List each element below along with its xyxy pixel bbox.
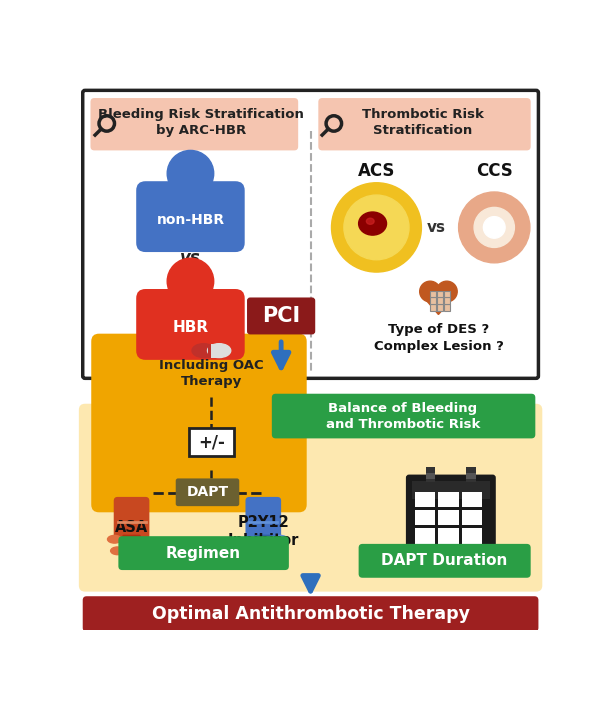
Text: ACS: ACS [358, 162, 395, 181]
FancyBboxPatch shape [136, 289, 245, 360]
Text: HBR: HBR [172, 320, 208, 335]
Bar [412, 481, 490, 499]
Ellipse shape [270, 547, 284, 554]
Bar [439, 491, 459, 507]
FancyBboxPatch shape [245, 497, 281, 542]
Text: Bleeding Risk Stratification
by ARC-HBR: Bleeding Risk Stratification by ARC-HBR [98, 108, 304, 137]
Text: DAPT Duration: DAPT Duration [381, 554, 508, 569]
FancyBboxPatch shape [83, 596, 538, 632]
Text: Regimen: Regimen [166, 546, 241, 561]
Circle shape [459, 192, 530, 263]
Text: vs: vs [427, 220, 445, 235]
FancyBboxPatch shape [189, 428, 234, 456]
Text: DAPT: DAPT [187, 485, 228, 499]
Circle shape [344, 195, 409, 260]
Ellipse shape [111, 547, 125, 554]
Text: P2Y12
Inhibitor: P2Y12 Inhibitor [228, 515, 299, 549]
Bar [415, 528, 435, 544]
Circle shape [436, 281, 457, 302]
Text: ASA: ASA [115, 520, 148, 535]
FancyBboxPatch shape [176, 479, 239, 506]
Text: vs: vs [180, 249, 201, 267]
Circle shape [331, 183, 421, 272]
Bar [426, 473, 435, 479]
FancyBboxPatch shape [247, 297, 315, 334]
Bar [439, 528, 459, 544]
Bar [462, 528, 482, 544]
Circle shape [420, 281, 441, 302]
FancyBboxPatch shape [83, 91, 538, 378]
Bar [467, 467, 476, 482]
FancyBboxPatch shape [254, 535, 273, 550]
Text: Including OAC
Therapy: Including OAC Therapy [159, 359, 264, 388]
FancyBboxPatch shape [114, 497, 149, 542]
Bar [467, 473, 476, 479]
Ellipse shape [207, 343, 231, 358]
Bar [444, 290, 450, 297]
FancyBboxPatch shape [90, 98, 298, 150]
Text: PCI: PCI [262, 306, 300, 326]
FancyBboxPatch shape [79, 404, 542, 592]
Ellipse shape [107, 535, 121, 543]
Circle shape [484, 217, 505, 238]
Bar [211, 343, 221, 358]
Bar [415, 510, 435, 525]
FancyBboxPatch shape [272, 394, 535, 438]
Text: CCS: CCS [476, 162, 513, 181]
Bar [444, 304, 450, 311]
Bar [437, 304, 443, 311]
Text: Thrombotic Risk
Stratification: Thrombotic Risk Stratification [362, 108, 484, 137]
FancyBboxPatch shape [122, 535, 141, 550]
Text: non-HBR: non-HBR [156, 212, 224, 227]
Bar [430, 304, 436, 311]
Bar [439, 510, 459, 525]
Text: Balance of Bleeding
and Thrombotic Risk: Balance of Bleeding and Thrombotic Risk [325, 401, 480, 430]
Bar [444, 297, 450, 304]
Bar [437, 290, 443, 297]
Text: Optimal Antithrombotic Therapy: Optimal Antithrombotic Therapy [152, 605, 470, 623]
FancyBboxPatch shape [359, 544, 531, 578]
Bar [426, 467, 435, 482]
Text: Type of DES ?
Complex Lesion ?: Type of DES ? Complex Lesion ? [373, 323, 504, 353]
Bar [415, 491, 435, 507]
Ellipse shape [192, 343, 215, 358]
FancyBboxPatch shape [92, 333, 307, 513]
Ellipse shape [359, 212, 387, 235]
FancyBboxPatch shape [118, 536, 289, 570]
Ellipse shape [367, 218, 374, 224]
FancyBboxPatch shape [136, 181, 245, 252]
Bar [430, 297, 436, 304]
Bar [207, 343, 215, 358]
Circle shape [474, 207, 514, 247]
Text: +/-: +/- [198, 433, 225, 451]
Polygon shape [421, 294, 456, 314]
Ellipse shape [273, 535, 287, 543]
Bar [430, 290, 436, 297]
Bar [462, 491, 482, 507]
Circle shape [167, 150, 214, 197]
Bar [462, 510, 482, 525]
FancyBboxPatch shape [406, 474, 496, 558]
Circle shape [167, 258, 214, 304]
FancyBboxPatch shape [318, 98, 531, 150]
Bar [437, 297, 443, 304]
